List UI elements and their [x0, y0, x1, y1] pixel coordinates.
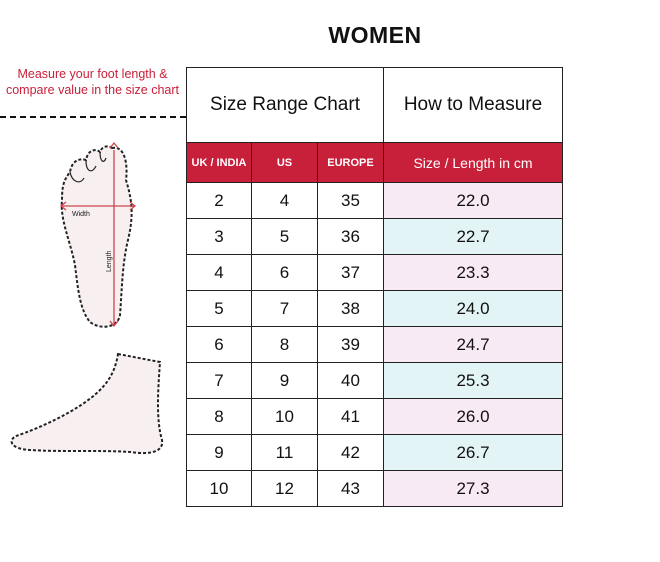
uk-india-cell: 9 — [186, 434, 252, 471]
uk-india-cell: 5 — [186, 290, 252, 327]
uk-india-cell: 4 — [186, 254, 252, 291]
europe-cell: 40 — [317, 362, 384, 399]
table-row: 3 5 36 22.7 — [186, 218, 563, 255]
table-row: 9 11 42 26.7 — [186, 434, 563, 471]
col-uk-india: UK / INDIA — [186, 142, 252, 183]
length-cm-cell: 27.3 — [383, 470, 563, 507]
col-length-cm: Size / Length in cm — [383, 142, 563, 183]
table-row: 4 6 37 23.3 — [186, 254, 563, 291]
table-row: 7 9 40 25.3 — [186, 362, 563, 399]
length-cm-cell: 22.7 — [383, 218, 563, 255]
foot-side-view-icon — [10, 352, 164, 455]
europe-cell: 37 — [317, 254, 384, 291]
length-cm-cell: 25.3 — [383, 362, 563, 399]
europe-cell: 39 — [317, 326, 384, 363]
table-row: 5 7 38 24.0 — [186, 290, 563, 327]
dashed-divider — [0, 116, 186, 118]
us-cell: 12 — [251, 470, 318, 507]
col-europe: EUROPE — [317, 142, 384, 183]
foot-top-view-icon: Width Length — [59, 141, 137, 328]
page-title: WOMEN — [328, 22, 422, 48]
europe-cell: 42 — [317, 434, 384, 471]
us-cell: 9 — [251, 362, 318, 399]
col-us: US — [251, 142, 318, 183]
foot-diagram: Width Length — [10, 141, 164, 455]
size-range-header: Size Range Chart — [186, 67, 384, 143]
how-to-measure-header: How to Measure — [383, 67, 563, 143]
width-label: Width — [72, 211, 90, 218]
europe-cell: 41 — [317, 398, 384, 435]
uk-india-cell: 8 — [186, 398, 252, 435]
length-cm-cell: 24.7 — [383, 326, 563, 363]
uk-india-cell: 3 — [186, 218, 252, 255]
table-row: 8 10 41 26.0 — [186, 398, 563, 435]
table-row: 6 8 39 24.7 — [186, 326, 563, 363]
europe-cell: 36 — [317, 218, 384, 255]
length-cm-cell: 22.0 — [383, 182, 563, 219]
uk-india-cell: 10 — [186, 470, 252, 507]
measure-instruction: Measure your foot length & compare value… — [5, 67, 179, 97]
europe-cell: 35 — [317, 182, 384, 219]
us-cell: 10 — [251, 398, 318, 435]
us-cell: 6 — [251, 254, 318, 291]
uk-india-cell: 6 — [186, 326, 252, 363]
length-cm-cell: 26.0 — [383, 398, 563, 435]
europe-cell: 43 — [317, 470, 384, 507]
uk-india-cell: 2 — [186, 182, 252, 219]
table-row: 10 12 43 27.3 — [186, 470, 563, 507]
length-cm-cell: 23.3 — [383, 254, 563, 291]
length-cm-cell: 24.0 — [383, 290, 563, 327]
us-cell: 7 — [251, 290, 318, 327]
column-header-row: UK / INDIA US EUROPE Size / Length in cm — [186, 142, 563, 183]
us-cell: 8 — [251, 326, 318, 363]
length-cm-cell: 26.7 — [383, 434, 563, 471]
us-cell: 4 — [251, 182, 318, 219]
us-cell: 11 — [251, 434, 318, 471]
uk-india-cell: 7 — [186, 362, 252, 399]
us-cell: 5 — [251, 218, 318, 255]
size-table: Size Range Chart How to Measure UK / IND… — [186, 67, 563, 507]
length-label: Length — [106, 250, 113, 272]
europe-cell: 38 — [317, 290, 384, 327]
table-row: 2 4 35 22.0 — [186, 182, 563, 219]
